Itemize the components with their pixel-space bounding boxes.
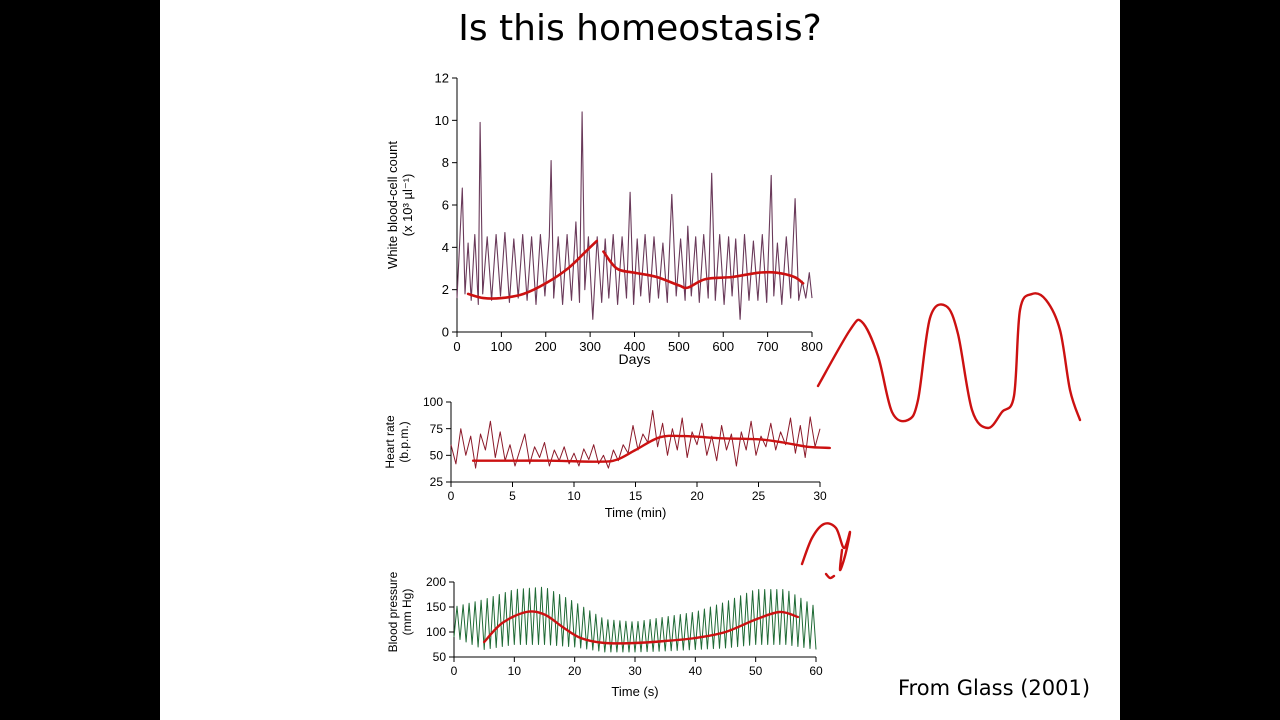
bp-x-tick-label: 10 [508,664,522,678]
bp-x-tick-label: 40 [689,664,703,678]
bp-y-axis-label: Blood pressure(mm Hg) [386,571,414,652]
bp-x-tick-label: 0 [451,664,458,678]
wbc-x-tick-label: 700 [757,339,779,354]
bp-y-tick-label: 50 [433,650,447,664]
wbc-x-tick-label: 300 [579,339,601,354]
bp-trend-line [483,610,800,645]
wbc-y-tick-label: 2 [442,282,449,297]
bp-y-axis-label-line: (mm Hg) [400,589,414,636]
wbc-chart: 0 100 200 300 400 500 600 700 800 0 2 4 6 8 10 12 Days Wh… [385,71,823,367]
hand-drawn-peak-annotation [800,522,852,572]
hr-y-tick-label: 50 [430,449,444,463]
bp-x-axis-label: Time (s) [611,684,658,699]
bp-trace-line [453,586,817,653]
hr-x-tick-label: 5 [509,489,516,503]
hr-x-tick-label: 10 [567,489,581,503]
wbc-x-tick-label: 400 [624,339,646,354]
chart-canvas: 0 100 200 300 400 500 600 700 800024681012DaysWh… [383,71,1082,699]
wbc-trend-line [466,239,599,300]
hr-y-axis-label-line: Heart rate [383,415,397,469]
bp-y-tick-label: 100 [426,625,446,639]
bp-y-tick-label: 200 [426,575,446,589]
hr-x-tick-label: 20 [690,489,704,503]
hr-x-tick-label: 25 [752,489,766,503]
wbc-x-tick-label: 200 [535,339,557,354]
wbc-y-tick-label: 8 [442,155,449,170]
hr-x-tick-label: 0 [448,489,455,503]
hr-y-axis-label: Heart rate(b.p.m.) [383,415,411,469]
wbc-x-axis-label: Days [619,351,651,367]
hr-y-axis-label-line: (b.p.m.) [397,421,411,462]
wbc-y-tick-label: 12 [435,71,449,86]
wbc-y-axis-label: White blood-cell count(x 10³ µl⁻¹) [385,141,415,269]
bp-x-tick-label: 60 [809,664,823,678]
wbc-trend-line [602,250,805,290]
wbc-x-tick-label: 800 [801,339,823,354]
citation-text: From Glass (2001) [898,676,1091,700]
bp-x-tick-label: 50 [749,664,763,678]
slide-title: Is this homeostasis? [458,8,822,49]
hr-y-tick-label: 100 [423,395,443,409]
wbc-y-axis-label-line: (x 10³ µl⁻¹) [400,174,415,237]
hr-x-axis-label: Time (min) [605,505,667,520]
wbc-x-tick-label: 100 [491,339,513,354]
hr-trend-line [471,434,831,463]
hr-y-tick-label: 75 [430,422,444,436]
hr-chart: 0 5 10 15 20 25 30 25 50 75 100 Time (min) Heart rat… [383,395,831,520]
wbc-trace-line [456,111,813,320]
wbc-y-tick-label: 6 [442,198,449,213]
bp-x-tick-label: 30 [628,664,642,678]
slide: Is this homeostasis? 0 100 200 300 400 500 600… [160,0,1120,720]
bp-chart: 0 10 20 30 40 50 60 50 100 150 200 Time (s) Blood pr… [386,571,823,699]
bp-y-axis-label-line: Blood pressure [386,571,400,652]
wbc-y-tick-label: 10 [435,113,449,128]
bp-x-tick-label: 20 [568,664,582,678]
hr-x-tick-label: 30 [813,489,827,503]
wbc-y-axis-label-line: White blood-cell count [385,141,400,269]
hr-y-tick-label: 25 [430,475,444,489]
wbc-x-tick-label: 500 [668,339,690,354]
hr-trace-line [450,410,821,469]
wbc-y-tick-label: 0 [442,325,449,340]
bp-y-tick-label: 150 [426,600,446,614]
hand-drawn-oscillation-annotation [816,292,1082,430]
wbc-y-tick-label: 4 [442,240,449,255]
wbc-x-tick-label: 0 [453,339,460,354]
wbc-x-tick-label: 600 [712,339,734,354]
hr-x-tick-label: 15 [629,489,643,503]
hand-drawn-dot-annotation [824,572,836,580]
